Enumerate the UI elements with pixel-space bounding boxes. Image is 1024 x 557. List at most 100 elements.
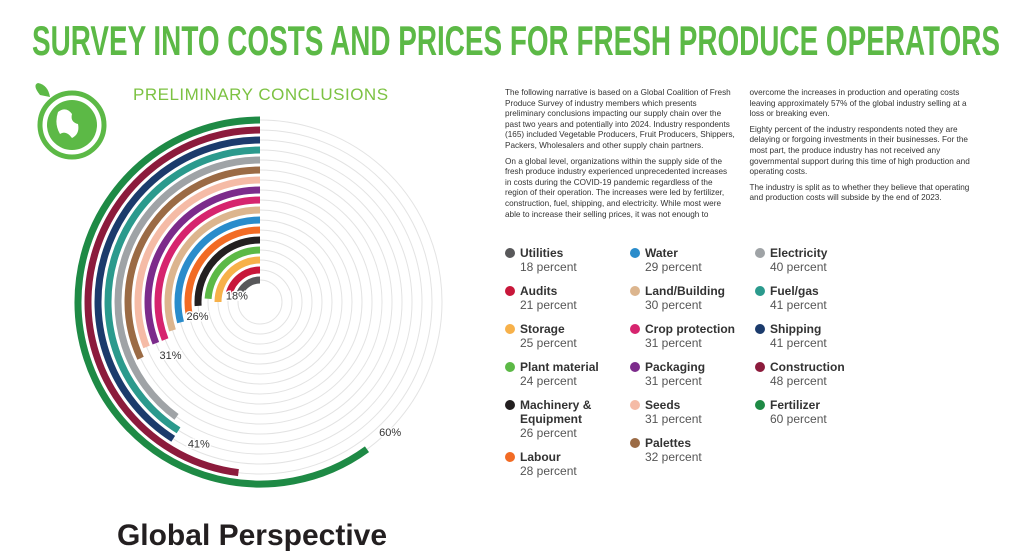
chart-title: SURVEY INTO COSTS AND PRICES FOR FRESH P… [32, 17, 1000, 64]
legend-value: 25 percent [520, 336, 577, 350]
radial-bar [194, 236, 261, 307]
legend-value: 28 percent [520, 464, 577, 478]
globe-icon [35, 83, 107, 160]
legend-label: Storage [520, 322, 565, 336]
paragraph: Eighty percent of the industry responden… [749, 124, 970, 177]
annotation: 26% [187, 311, 209, 323]
legend-value: 32 percent [645, 450, 702, 464]
legend-item: Storage 25 percent [505, 322, 625, 350]
radial-bar [84, 126, 261, 477]
legend-swatch [505, 400, 515, 410]
legend-value: 31 percent [645, 374, 702, 388]
legend-value: 30 percent [645, 298, 702, 312]
legend-item: Machinery & Equipment 26 percent [505, 398, 625, 440]
legend-value: 41 percent [770, 298, 827, 312]
legend-swatch [630, 362, 640, 372]
legend-label: Seeds [645, 398, 681, 412]
legend-item: Audits 21 percent [505, 284, 625, 312]
legend-value: 31 percent [645, 336, 702, 350]
radial-bar [225, 266, 261, 296]
legend-item: Construction 48 percent [755, 360, 875, 388]
legend-value: 60 percent [770, 412, 827, 426]
radial-bar [94, 136, 261, 442]
legend-label: Plant material [520, 360, 599, 374]
paragraph: On a global level, organizations within … [505, 88, 967, 219]
legend-value: 26 percent [520, 426, 577, 440]
legend-label: Labour [520, 450, 561, 464]
legend-swatch [755, 400, 765, 410]
legend-swatch [755, 362, 765, 372]
radial-bar [74, 116, 370, 488]
legend-label: Construction [770, 360, 845, 374]
radial-bar [214, 256, 261, 303]
legend-item: Seeds 31 percent [630, 398, 750, 426]
legend-swatch [755, 286, 765, 296]
legend-label: Audits [520, 284, 558, 298]
legend-label: Land/Building [645, 284, 725, 298]
paragraph: The following narrative is based on a Gl… [505, 88, 735, 150]
legend-value: 29 percent [645, 260, 702, 274]
legend-swatch [630, 286, 640, 296]
legend-item: Packaging 31 percent [630, 360, 750, 388]
legend-swatch [755, 248, 765, 258]
annotation: 18% [226, 290, 248, 302]
legend-label: Water [645, 246, 678, 260]
legend-value: 31 percent [645, 412, 702, 426]
radial-bar [114, 156, 261, 420]
legend-swatch [505, 286, 515, 296]
legend-swatch [630, 324, 640, 334]
legend-item: Palettes 32 percent [630, 436, 750, 464]
paragraph: The industry is split as to whether they… [749, 182, 970, 203]
radial-bar [204, 246, 261, 300]
radial-bar [174, 216, 261, 324]
legend-label: Machinery & Equipment [520, 398, 592, 426]
annotation: 31% [159, 350, 181, 362]
legend-column: Water 29 percent Land/Building 30 percent Cr… [630, 246, 750, 474]
legend-label: Packaging [645, 360, 706, 374]
legend-swatch [755, 324, 765, 334]
legend-value: 24 percent [520, 374, 577, 388]
legend-label: Fertilizer [770, 398, 821, 412]
legend-item: Labour 28 percent [505, 450, 625, 478]
radial-bar [184, 226, 261, 317]
legend-item: Electricity 40 percent [755, 246, 875, 274]
legend-swatch [505, 248, 515, 258]
legend-value: 40 percent [770, 260, 827, 274]
legend-label: Utilities [520, 246, 564, 260]
annotation: 60% [379, 427, 401, 439]
radial-bar [124, 166, 261, 360]
narrative: The following narrative is based on a Gl… [505, 88, 980, 230]
radial-bar [104, 146, 261, 434]
legend-item: Land/Building 30 percent [630, 284, 750, 312]
annotation: 41% [188, 438, 210, 450]
legend-swatch [505, 362, 515, 372]
legend-label: Palettes [645, 436, 692, 450]
legend-value: 21 percent [520, 298, 577, 312]
legend-label: Electricity [770, 246, 828, 260]
legend-item: Water 29 percent [630, 246, 750, 274]
radial-bar [164, 206, 261, 332]
legend-item: Crop protection 31 percent [630, 322, 750, 350]
legend-swatch [505, 452, 515, 462]
radial-bar [134, 176, 261, 349]
legend-swatch [630, 248, 640, 258]
legend-item: Fuel/gas 41 percent [755, 284, 875, 312]
legend-value: 18 percent [520, 260, 577, 274]
radial-bar [236, 276, 261, 295]
legend-item: Fertilizer 60 percent [755, 398, 875, 426]
legend-item: Utilities 18 percent [505, 246, 625, 274]
legend-item: Shipping 41 percent [755, 322, 875, 350]
chart-subtitle: PRELIMINARY CONCLUSIONS [133, 85, 389, 104]
legend-swatch [505, 324, 515, 334]
legend-column: Electricity 40 percent Fuel/gas 41 percent S… [755, 246, 875, 436]
legend-swatch [630, 438, 640, 448]
radial-bar [144, 186, 261, 345]
footer-title: Global Perspective [117, 519, 387, 552]
legend-value: 41 percent [770, 336, 827, 350]
legend-swatch [630, 400, 640, 410]
radial-bar [154, 196, 261, 341]
legend-column: Utilities 18 percent Audits 21 percent Stora… [505, 246, 625, 488]
legend-label: Crop protection [645, 322, 735, 336]
